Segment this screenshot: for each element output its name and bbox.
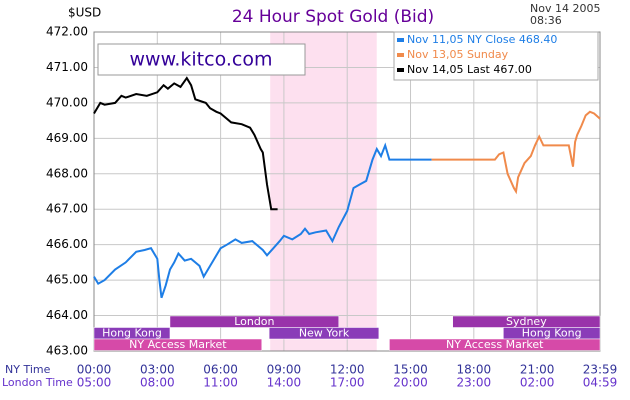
y-tick-label: 468.00	[46, 166, 88, 180]
watermark: www.kitco.com	[129, 49, 272, 71]
y-tick-label: 470.00	[46, 95, 88, 109]
london-tick-label: 20:00	[393, 376, 428, 390]
legend-swatch	[397, 53, 404, 57]
legend-label: Nov 11,05 NY Close 468.40	[407, 33, 557, 46]
price-line	[431, 110, 601, 195]
legend-box	[393, 31, 599, 81]
unit-label: $USD	[68, 6, 101, 20]
x-tick-label: 06:00	[203, 363, 238, 377]
y-tick-label: 465.00	[46, 273, 88, 287]
session-bar	[389, 338, 601, 351]
y-tick-label: 464.00	[46, 308, 88, 322]
highlight-band	[270, 32, 377, 351]
x-tick-label: 21:00	[520, 363, 555, 377]
y-tick-label: 469.00	[46, 131, 88, 145]
session-label: NY Access Market	[129, 338, 227, 351]
x-tick-label: 15:00	[393, 363, 428, 377]
session-bar	[268, 327, 380, 340]
y-tick-label: 467.00	[46, 202, 88, 216]
london-tick-label: 08:00	[140, 376, 175, 390]
timestamp-time: 08:36	[530, 14, 562, 27]
london-tick-label: 11:00	[203, 376, 238, 390]
watermark-box	[97, 43, 306, 76]
price-line	[93, 142, 432, 299]
session-bar	[93, 338, 263, 351]
london-tick-label: 17:00	[330, 376, 365, 390]
session-label: Hong Kong	[102, 327, 162, 340]
legend-swatch	[397, 38, 404, 42]
x-tick-label: 23:59	[583, 363, 618, 377]
x-tick-label: 03:00	[140, 363, 175, 377]
x-tick-label: 00:00	[77, 363, 112, 377]
y-tick-label: 471.00	[46, 60, 88, 74]
ny-time-label: NY Time	[5, 363, 51, 376]
legend-label: Nov 13,05 Sunday	[407, 48, 509, 61]
session-bar	[169, 315, 340, 328]
session-label: Sydney	[506, 315, 547, 328]
london-tick-label: 04:59	[583, 376, 618, 390]
timestamp-date: Nov 14 2005	[530, 2, 600, 15]
london-tick-label: 23:00	[457, 376, 492, 390]
legend-swatch	[397, 68, 404, 72]
plot-border	[93, 31, 601, 352]
london-tick-label: 02:00	[520, 376, 555, 390]
session-label: Hong Kong	[522, 327, 582, 340]
london-tick-label: 05:00	[77, 376, 112, 390]
price-line	[93, 76, 278, 211]
chart-title: 24 Hour Spot Gold (Bid)	[232, 7, 434, 27]
y-tick-label: 466.00	[46, 237, 88, 251]
y-tick-label: 463.00	[46, 344, 88, 358]
y-tick-label: 472.00	[46, 25, 88, 39]
x-tick-label: 18:00	[457, 363, 492, 377]
london-time-label: London Time	[2, 376, 73, 389]
legend-label: Nov 14,05 Last 467.00	[407, 63, 532, 76]
session-label: London	[234, 315, 274, 328]
x-tick-label: 12:00	[330, 363, 365, 377]
session-label: NY Access Market	[446, 338, 544, 351]
x-tick-label: 09:00	[267, 363, 302, 377]
session-label: New York	[299, 327, 350, 340]
london-tick-label: 14:00	[267, 376, 302, 390]
